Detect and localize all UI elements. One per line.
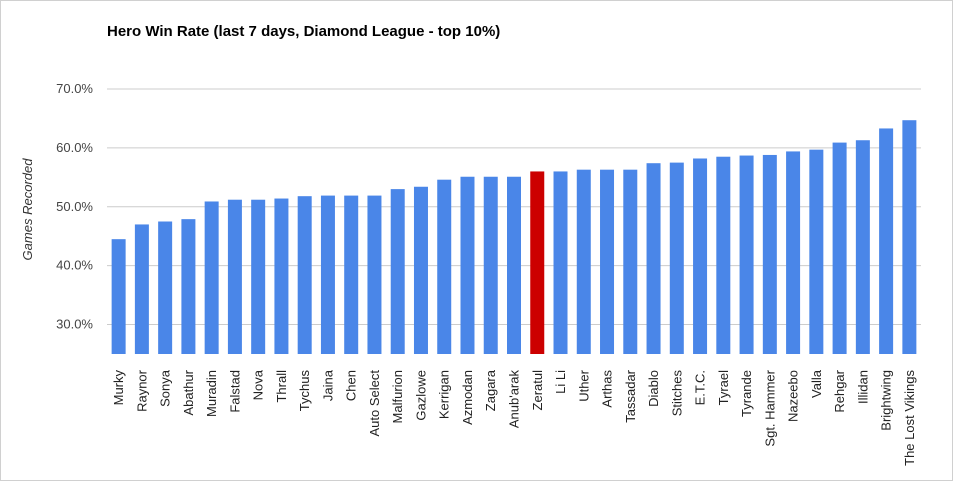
x-category-label: Valla [809, 369, 824, 398]
x-category-label: Brightwing [879, 370, 894, 431]
bar-anub-arak [507, 176, 521, 354]
bar-chen [344, 195, 359, 354]
x-category-label: Jaina [320, 369, 335, 401]
bar-brightwing [879, 128, 894, 354]
x-category-label: Tassadar [623, 369, 638, 422]
bar-tychus [297, 196, 312, 354]
x-category-label: Auto Select [367, 370, 382, 437]
bar-zeratul [530, 171, 545, 354]
x-category-label: Murky [111, 370, 126, 406]
y-tick-label: 50.0% [56, 199, 93, 214]
x-category-label: Zagara [483, 369, 498, 411]
bar-kerrigan [437, 179, 452, 354]
bar-jaina [320, 195, 335, 354]
x-category-label: Illidan [855, 370, 870, 404]
bar-tassadar [623, 169, 638, 354]
y-tick-label: 40.0% [56, 258, 93, 273]
x-category-label: Tyrael [716, 370, 731, 406]
bar-nazeebo [786, 151, 801, 354]
y-tick-label: 70.0% [56, 81, 93, 96]
x-category-label: Diablo [646, 370, 661, 407]
bar-tyrande [739, 155, 754, 354]
bar-abathur [181, 219, 196, 354]
bar-sgt-hammer [762, 154, 777, 354]
x-category-label: Azmodan [460, 370, 475, 425]
chart-title: Hero Win Rate (last 7 days, Diamond Leag… [107, 23, 501, 40]
y-tick-label: 60.0% [56, 140, 93, 155]
x-category-label: Thrall [274, 370, 289, 403]
bar-rehgar [832, 142, 847, 354]
bar-li-li [553, 171, 568, 354]
x-category-label: Stitches [669, 370, 684, 417]
x-category-label: Muradin [204, 370, 219, 417]
x-category-label: Tyrande [739, 370, 754, 417]
bar-murky [111, 239, 126, 354]
x-category-label: Tychus [297, 370, 312, 412]
x-axis-categories: Murky Raynor Sonya Abathur Muradin Falstad Nov… [111, 369, 917, 466]
bar-muradin [204, 201, 219, 354]
bar-diablo [646, 163, 661, 354]
bar-malfurion [390, 189, 405, 354]
bar-gazlowe [413, 186, 428, 354]
bar-uther [576, 169, 591, 354]
x-category-label: Uther [576, 369, 591, 401]
x-category-label: Falstad [227, 370, 242, 413]
x-category-label: Rehgar [832, 369, 847, 412]
x-category-label: Sgt. Hammer [762, 369, 777, 446]
bar-raynor [134, 224, 149, 354]
x-category-label: Malfurion [390, 370, 405, 423]
x-category-label: Chen [344, 370, 359, 401]
x-category-label: Abathur [181, 369, 196, 415]
x-category-label: Sonya [158, 369, 173, 407]
x-category-label: Raynor [134, 369, 149, 412]
bar-nova [251, 199, 266, 354]
bar-falstad [227, 199, 242, 354]
y-tick-label: 30.0% [56, 317, 93, 332]
bar-thrall [274, 198, 289, 354]
bar-zagara [483, 176, 498, 354]
x-category-label: Zeratul [530, 370, 545, 411]
bar-auto-select [367, 195, 382, 354]
bar-stitches [669, 162, 684, 354]
y-axis-label: Games Recorded [20, 158, 35, 261]
x-category-label: Anub'arak [507, 370, 522, 429]
x-category-label: The Lost Vikings [902, 370, 917, 466]
bar-tyrael [716, 156, 731, 354]
bar-arthas [600, 169, 615, 354]
y-axis-ticks: 30.0% 40.0% 50.0% 60.0% 70.0% [56, 81, 93, 332]
bar-valla [809, 149, 824, 354]
bar-azmodan [460, 176, 475, 354]
x-category-label: Arthas [600, 370, 615, 408]
x-category-label: Li Li [553, 370, 568, 394]
x-category-label: E.T.C. [693, 370, 708, 405]
bars [111, 120, 917, 354]
x-category-label: Kerrigan [437, 370, 452, 419]
bar-illidan [855, 140, 870, 354]
x-category-label: Gazlowe [413, 370, 428, 421]
bar-the-lost-vikings [902, 120, 917, 354]
x-category-label: Nazeebo [786, 370, 801, 422]
bar-e-t-c- [693, 158, 708, 354]
x-category-label: Nova [251, 369, 266, 400]
bar-sonya [158, 221, 173, 354]
